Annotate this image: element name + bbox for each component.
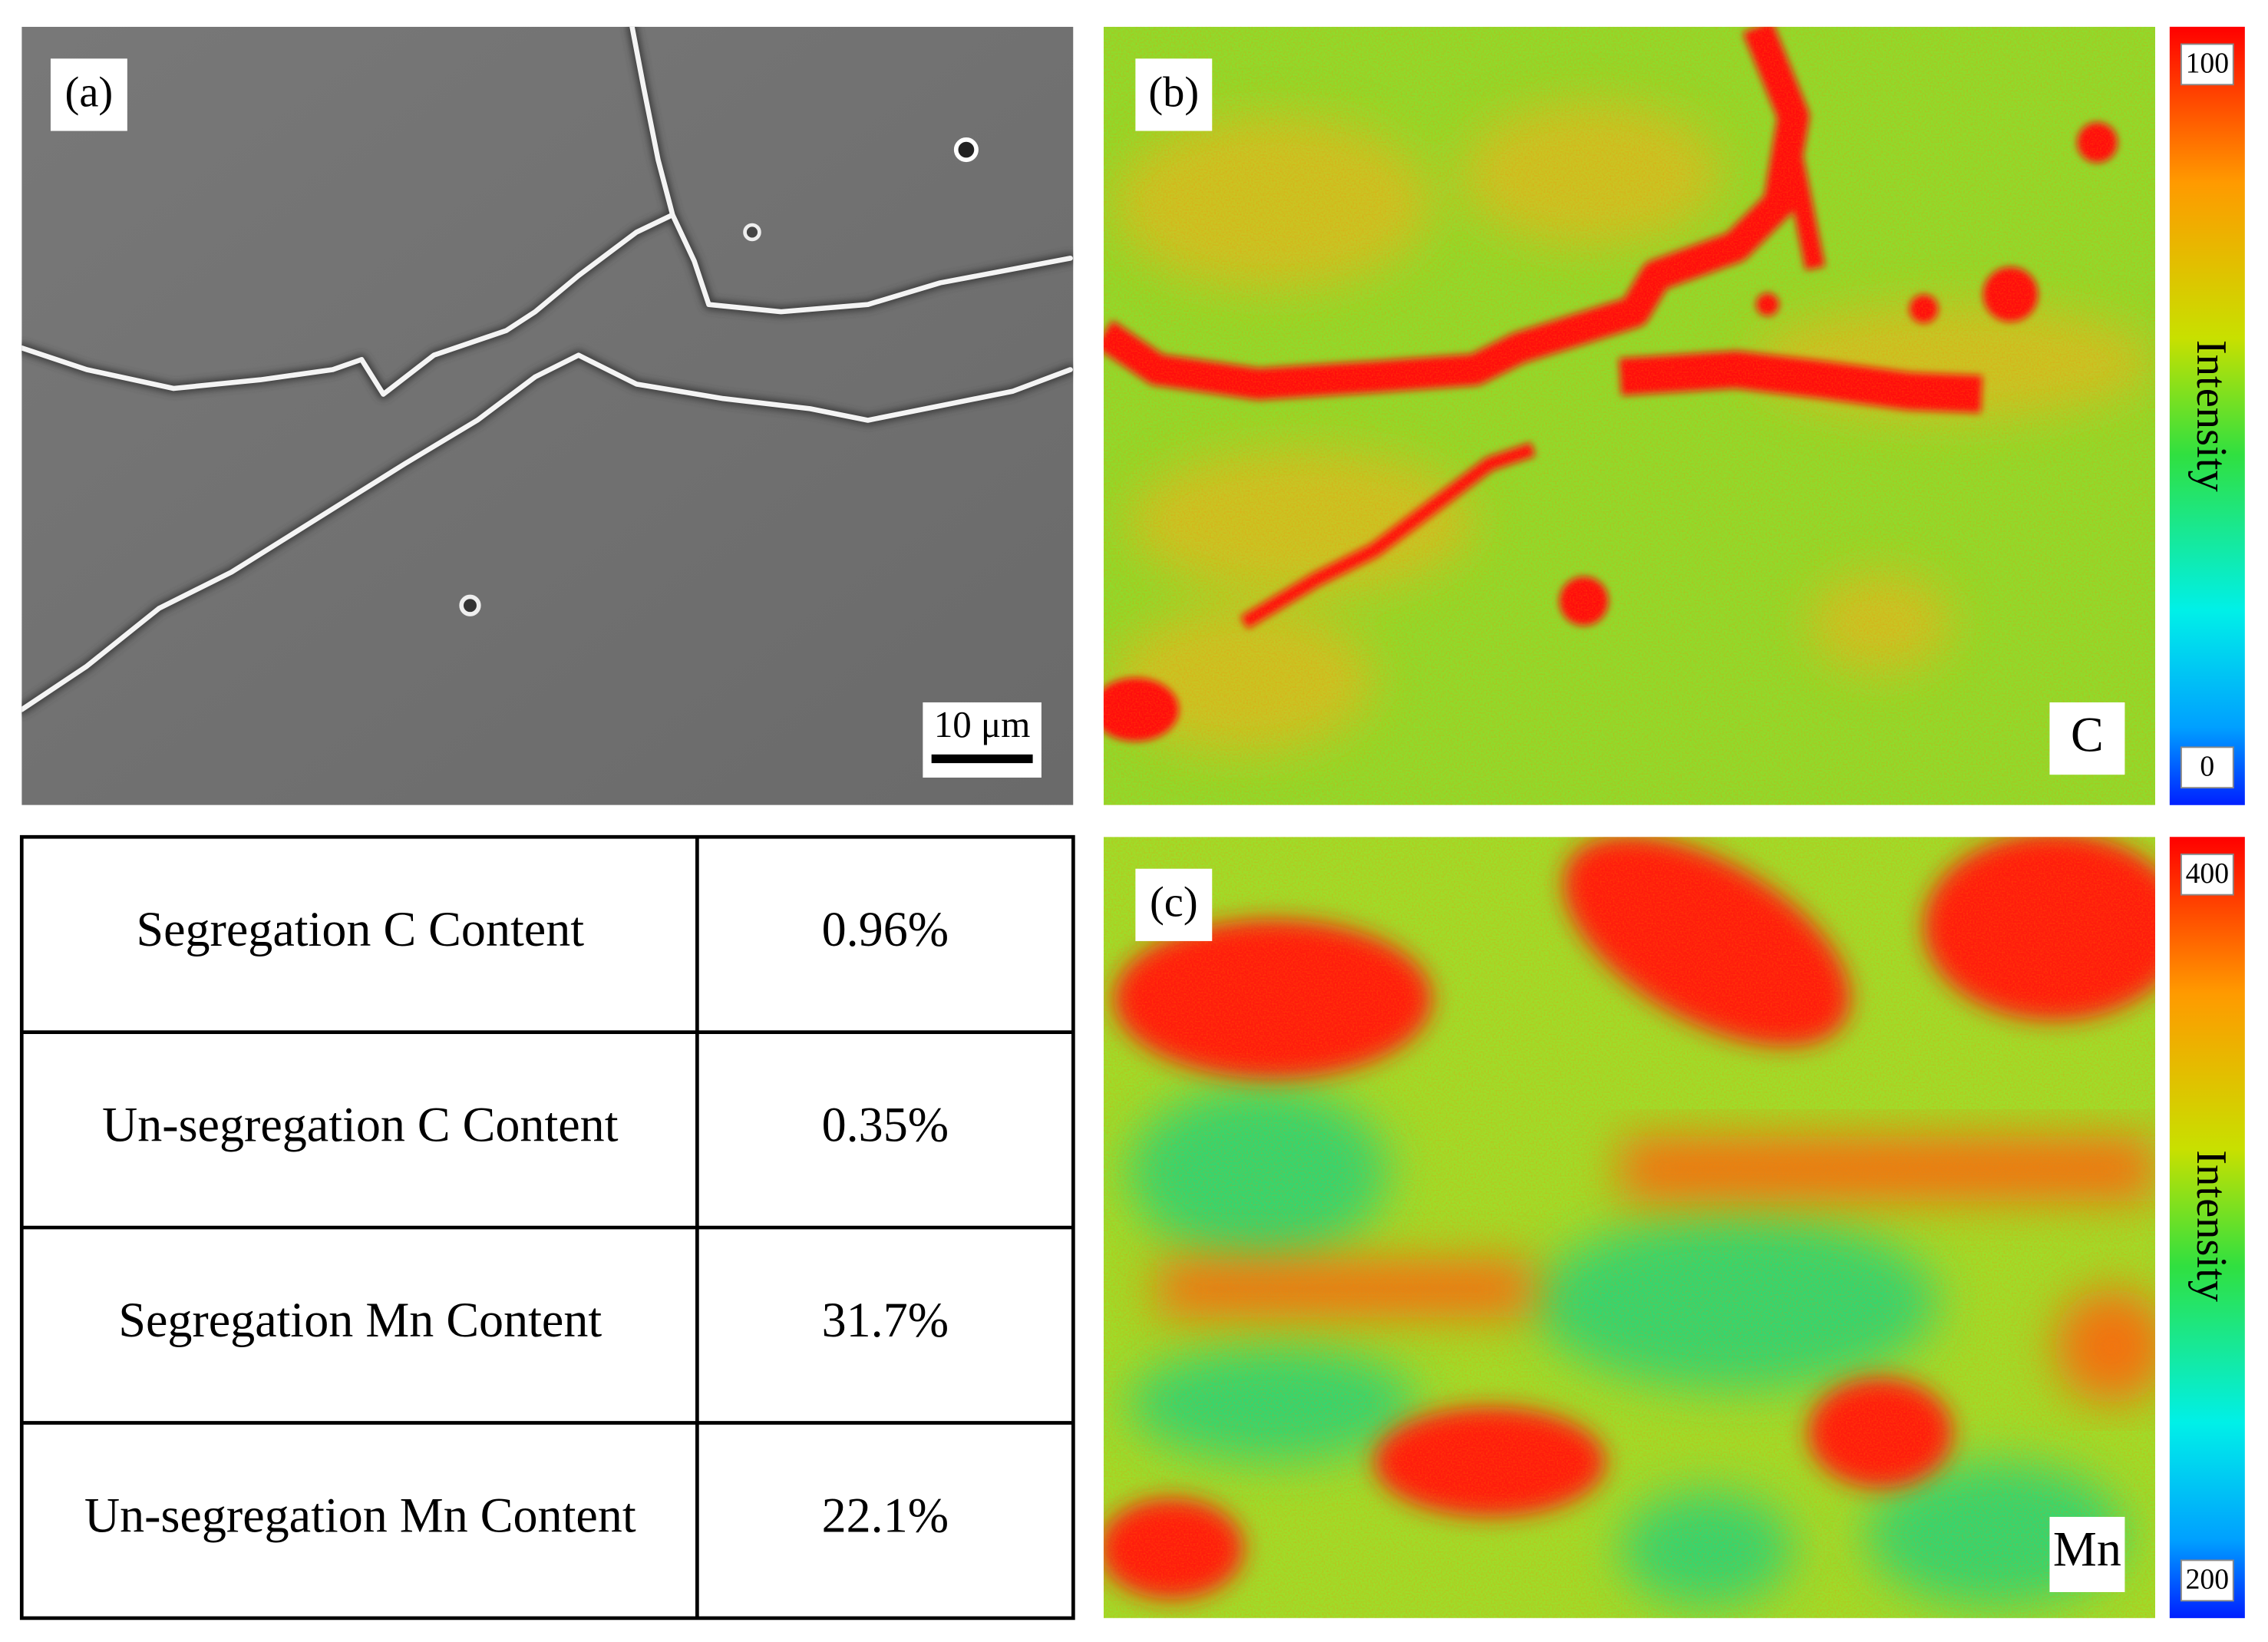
colorbar-title: Intensity [2187,340,2235,493]
table-value: 22.1% [822,1488,949,1542]
panel-label: (a) [65,68,114,116]
element-label: Mn [2053,1522,2121,1577]
table-row-label: Un-segregation Mn Content [84,1488,636,1542]
colorbar-min: 0 [2200,750,2214,782]
table-value: 0.96% [822,902,949,956]
colorbar [2169,837,2245,1618]
label-box [1135,868,1213,941]
mn-map [1103,837,2156,1618]
panel-label: (b) [1148,68,1199,116]
table-row-label: Segregation C Content [136,902,584,956]
label-box [50,58,127,131]
element-label: C [2071,708,2104,762]
c-map [1103,26,2156,805]
colorbar [2169,26,2245,805]
table [19,834,1075,1621]
scale-bar-box [923,702,1042,778]
sem-image [21,26,1074,805]
table-value: 0.35% [822,1098,949,1152]
colorbar-label-box [2180,853,2234,896]
colorbar-label-box [2180,1559,2234,1602]
scale-bar [931,754,1033,764]
colorbar-min: 200 [2186,1563,2230,1595]
table-row-label: Segregation Mn Content [118,1293,602,1347]
element-box [2049,1516,2125,1592]
colorbar-label-box [2180,43,2234,86]
panel-label: (c) [1150,879,1198,927]
colorbar-title: Intensity [2187,1150,2235,1303]
scale-bar-label: 10 μm [934,703,1031,745]
table-value: 31.7% [822,1293,949,1347]
colorbar-max: 100 [2186,47,2230,79]
colorbar-max: 400 [2186,857,2230,890]
colorbar-label-box [2180,746,2234,789]
element-box [2049,702,2125,775]
label-box [1135,58,1213,131]
table-row-label: Un-segregation C Content [102,1098,619,1152]
